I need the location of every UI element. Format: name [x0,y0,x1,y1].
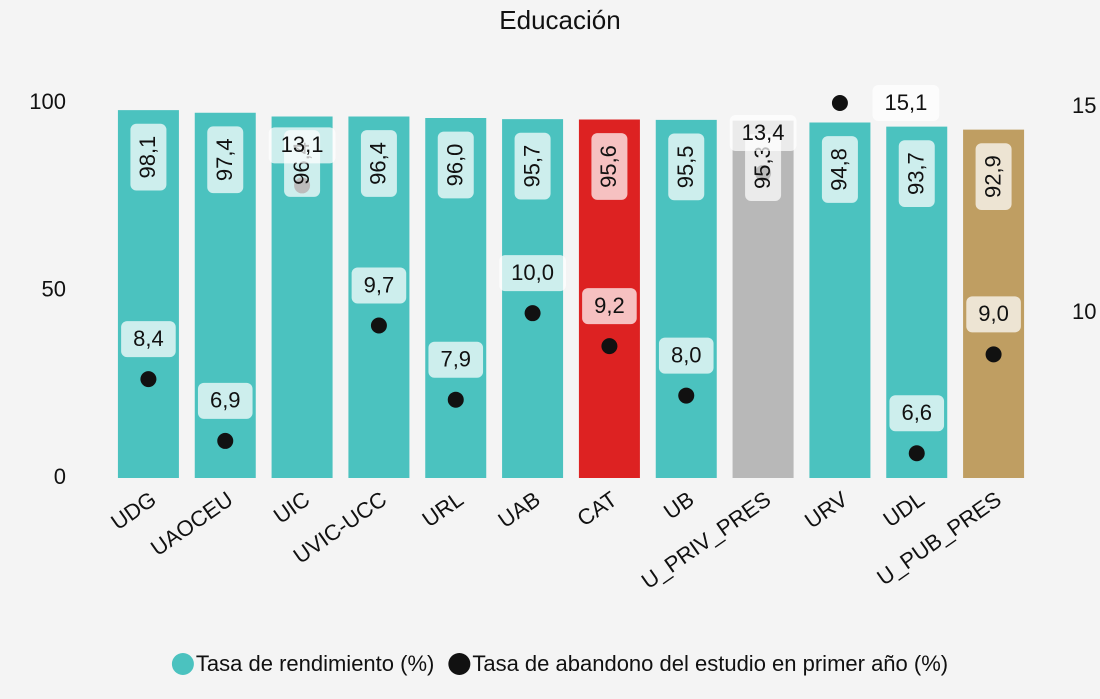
bar-value-label: 95,7 [519,145,544,188]
dot-value-label: 6,6 [901,400,932,425]
bar-value-label: 95,5 [673,145,698,188]
bar-value-label-group: 93,7 [898,140,935,208]
dot-value-label-group: 6,9 [197,382,253,419]
bar-value-label: 93,7 [904,152,929,195]
legend-marker [448,653,471,675]
bar-value-label-box [130,123,167,191]
legend-marker [171,653,194,675]
dot-value-label: 9,2 [594,293,625,318]
y-tick-label: 0 [54,464,66,489]
dot-value-label-box [197,382,253,419]
bar-value-label-box [514,132,551,200]
bar-value-label-box [668,133,705,201]
dot-value-label: 7,9 [440,347,471,372]
bar-value-label-box [898,140,935,208]
y-tick-label: 50 [42,276,66,301]
dot-value-label-box [582,288,637,325]
bar-value-label-group: 94,8 [821,136,858,203]
dot-value-label: 10,0 [511,260,554,285]
dot-value-label-group: 9,2 [582,288,637,325]
dot-value-label: 13,1 [281,132,324,157]
y-tick-label: 100 [29,89,66,114]
dot-value-label-box [351,267,407,304]
dot-value-label-group: 15,1 [872,85,940,121]
bar-value-label-box [821,136,858,203]
dot-value-label: 8,4 [133,326,164,351]
bar-value-label: 96,0 [443,144,468,187]
bar-value-label: 97,4 [212,138,237,181]
dot [831,95,848,111]
dot [985,346,1002,363]
bar-value-label: 95,3 [750,146,775,189]
bar-value-label-group: 98,1 [130,123,167,191]
chart-title: Educación [499,5,620,35]
bar-value-label-group: 96,4 [360,130,397,197]
dot-value-label-box [872,85,940,121]
bar-value-label: 96,4 [366,142,391,185]
dot-value-label: 13,4 [742,120,785,145]
dot-value-label-group: 7,9 [428,341,484,378]
dot [217,432,234,449]
bar-value-label: 95,6 [596,145,621,188]
dot-value-label-group: 9,0 [966,296,1021,333]
bar-value-label-box [360,130,397,197]
bar-value-label: 98,1 [135,136,160,179]
bar-value-label: 92,9 [980,155,1005,198]
dot [140,371,157,388]
bar-value-label-box [591,133,628,200]
bar-value-label-box [975,143,1012,211]
y2-tick-label: 15 [1072,93,1096,118]
bar-value-label-group: 95,5 [668,133,705,201]
dot [447,391,464,408]
dot-value-label: 9,0 [978,301,1009,326]
dot-value-label: 15,1 [885,90,928,115]
dot-value-label-box [499,255,566,292]
dot [370,317,387,334]
dot [524,305,541,322]
dot-value-label-group: 9,7 [351,267,407,304]
dot-value-label-box [889,395,945,432]
legend-label: Tasa de rendimiento (%) [196,651,434,676]
legend-label: Tasa de abandono del estudio en primer a… [472,651,948,676]
dot-value-label-box [966,296,1021,333]
dot-value-label-group: 6,6 [889,395,945,432]
bar-value-label-box [437,131,474,199]
bar-value-label-group: 97,4 [207,126,244,194]
bar-value-label-group: 95,6 [591,133,628,200]
bar-value-label-group: 92,9 [975,143,1012,211]
dot-value-label-group: 8,4 [121,321,176,358]
dot-value-label: 6,9 [210,388,241,413]
dot-value-label: 9,7 [364,272,395,297]
bar-value-label-group: 95,7 [514,132,551,200]
dot-value-label-group: 13,4 [729,115,797,152]
bar-value-label-box [207,126,244,194]
bar-value-label-group: 96,0 [437,131,474,199]
dot [601,338,618,355]
dot-value-label-group: 8,0 [658,337,714,374]
dot [678,387,695,404]
dot-value-label-box [268,127,336,164]
y2-tick-label: 10 [1072,299,1096,324]
dot-value-label-group: 13,1 [268,127,336,164]
dot-value-label: 8,0 [671,342,702,367]
dot-value-label-box [658,337,714,374]
legend: Tasa de rendimiento (%) Tasa de abandono … [171,651,948,676]
dot-value-label-box [428,341,484,378]
bar-value-label: 94,8 [827,148,852,191]
dot-value-label-box [729,115,797,152]
dot [908,445,925,462]
dot-value-label-group: 10,0 [499,255,566,292]
dot-value-label-box [121,321,176,358]
